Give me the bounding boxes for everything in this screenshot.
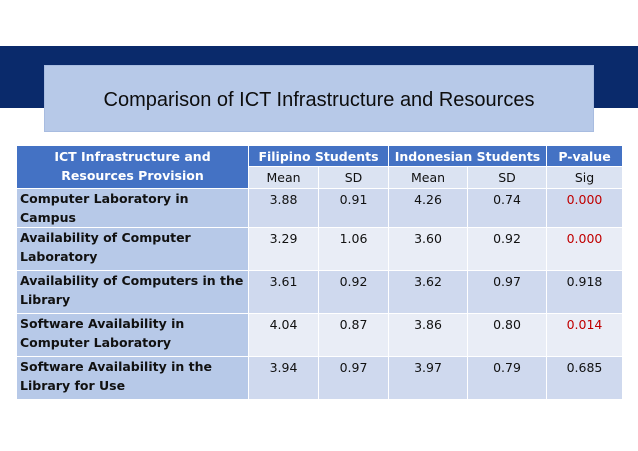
- table-header-row: ICT Infrastructure and Resources Provisi…: [16, 145, 623, 189]
- table-row: Computer Laboratory in Campus 3.88 0.91 …: [16, 188, 623, 228]
- row-label: Software Availability in Computer Labora…: [16, 313, 249, 357]
- column-header-pvalue: P-value: [546, 145, 623, 167]
- row-label: Availability of Computer Laboratory: [16, 227, 249, 271]
- column-header-category: ICT Infrastructure and Resources Provisi…: [16, 145, 249, 189]
- cell-pvalue: 0.918: [546, 270, 623, 314]
- cell-value: 0.79: [467, 356, 547, 400]
- cell-value: 3.29: [248, 227, 319, 271]
- slide-title-box: Comparison of ICT Infrastructure and Res…: [44, 65, 594, 132]
- cell-value: 0.87: [318, 313, 389, 357]
- cell-value: 0.91: [318, 188, 389, 228]
- row-label: Availability of Computers in the Library: [16, 270, 249, 314]
- column-header-indonesian: Indonesian Students: [388, 145, 547, 167]
- subheader-sd: SD: [318, 166, 389, 189]
- row-label: Software Availability in the Library for…: [16, 356, 249, 400]
- slide-title: Comparison of ICT Infrastructure and Res…: [103, 89, 535, 111]
- table-row: Software Availability in the Library for…: [16, 356, 623, 400]
- cell-value: 1.06: [318, 227, 389, 271]
- cell-pvalue: 0.000: [546, 188, 623, 228]
- cell-value: 3.61: [248, 270, 319, 314]
- table-row: Software Availability in Computer Labora…: [16, 313, 623, 357]
- cell-pvalue: 0.685: [546, 356, 623, 400]
- table-subheader-row: Mean SD Mean SD Sig: [17, 166, 623, 189]
- cell-value: 3.62: [388, 270, 468, 314]
- cell-value: 3.97: [388, 356, 468, 400]
- subheader-sd: SD: [467, 166, 547, 189]
- cell-value: 0.92: [318, 270, 389, 314]
- cell-value: 0.92: [467, 227, 547, 271]
- cell-value: 3.94: [248, 356, 319, 400]
- cell-value: 3.88: [248, 188, 319, 228]
- cell-value: 0.74: [467, 188, 547, 228]
- subheader-mean: Mean: [248, 166, 319, 189]
- cell-value: 4.26: [388, 188, 468, 228]
- cell-value: 3.60: [388, 227, 468, 271]
- cell-pvalue: 0.000: [546, 227, 623, 271]
- table-row: Availability of Computer Laboratory 3.29…: [16, 227, 623, 271]
- table-row: Availability of Computers in the Library…: [16, 270, 623, 314]
- cell-value: 3.86: [388, 313, 468, 357]
- comparison-table: ICT Infrastructure and Resources Provisi…: [16, 145, 623, 400]
- column-header-filipino: Filipino Students: [248, 145, 389, 167]
- cell-value: 0.97: [467, 270, 547, 314]
- subheader-mean: Mean: [388, 166, 468, 189]
- subheader-sig: Sig: [546, 166, 623, 189]
- cell-value: 4.04: [248, 313, 319, 357]
- cell-pvalue: 0.014: [546, 313, 623, 357]
- row-label: Computer Laboratory in Campus: [16, 188, 249, 228]
- cell-value: 0.97: [318, 356, 389, 400]
- cell-value: 0.80: [467, 313, 547, 357]
